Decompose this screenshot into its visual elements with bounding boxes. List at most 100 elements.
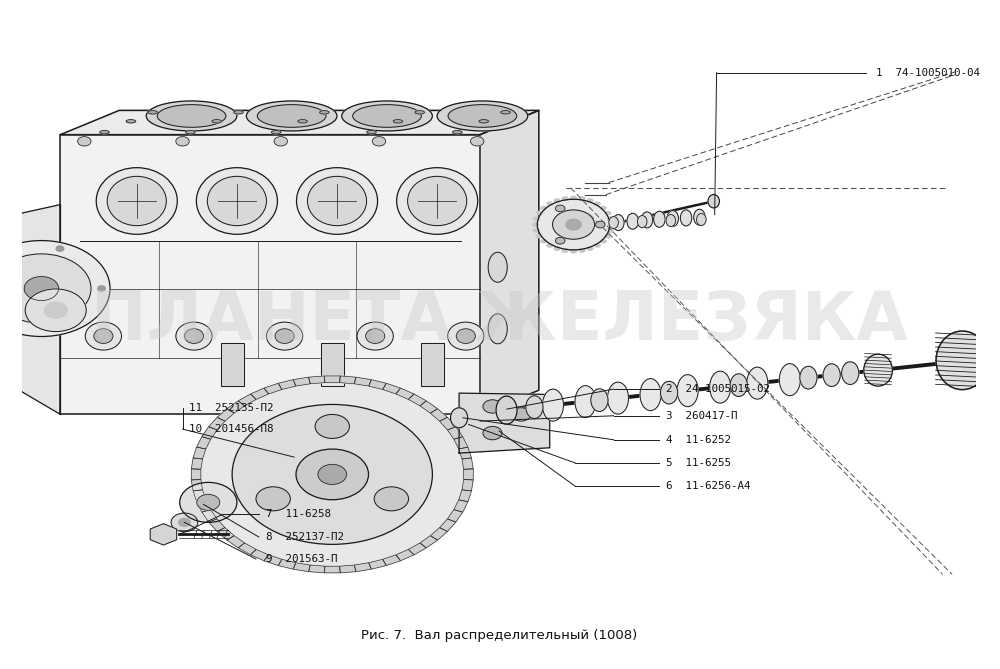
Polygon shape xyxy=(238,543,256,555)
Ellipse shape xyxy=(536,211,542,215)
Polygon shape xyxy=(396,549,414,561)
Circle shape xyxy=(0,241,110,337)
Polygon shape xyxy=(454,500,468,512)
Ellipse shape xyxy=(275,328,294,343)
Polygon shape xyxy=(448,510,463,522)
Ellipse shape xyxy=(823,364,840,387)
Polygon shape xyxy=(383,555,400,565)
Text: 5  11-6255: 5 11-6255 xyxy=(666,458,731,468)
Ellipse shape xyxy=(448,104,517,127)
Circle shape xyxy=(537,199,610,250)
Ellipse shape xyxy=(96,168,177,234)
Polygon shape xyxy=(209,417,225,430)
Circle shape xyxy=(555,205,565,212)
Ellipse shape xyxy=(488,314,507,344)
Circle shape xyxy=(553,210,595,240)
Ellipse shape xyxy=(936,331,989,389)
Ellipse shape xyxy=(640,379,661,411)
Ellipse shape xyxy=(357,322,393,350)
Ellipse shape xyxy=(408,177,467,225)
Polygon shape xyxy=(60,134,480,415)
Ellipse shape xyxy=(694,209,705,225)
Ellipse shape xyxy=(536,234,542,237)
Circle shape xyxy=(374,487,409,511)
Circle shape xyxy=(0,254,91,323)
Ellipse shape xyxy=(496,396,517,424)
Ellipse shape xyxy=(587,247,593,250)
Text: Рис. 7.  Вал распределительный (1008): Рис. 7. Вал распределительный (1008) xyxy=(361,630,637,642)
Ellipse shape xyxy=(605,211,611,215)
Bar xyxy=(421,343,444,387)
Ellipse shape xyxy=(747,367,768,399)
Text: 6  11-6256-А4: 6 11-6256-А4 xyxy=(666,482,751,492)
Ellipse shape xyxy=(708,195,719,208)
Polygon shape xyxy=(264,555,282,565)
Ellipse shape xyxy=(627,213,638,229)
Ellipse shape xyxy=(298,120,307,123)
Polygon shape xyxy=(227,536,244,548)
Circle shape xyxy=(483,400,502,413)
Polygon shape xyxy=(462,480,473,491)
Ellipse shape xyxy=(594,244,600,247)
Ellipse shape xyxy=(437,101,528,131)
Polygon shape xyxy=(293,563,310,571)
Ellipse shape xyxy=(641,212,653,228)
Polygon shape xyxy=(3,205,60,415)
Ellipse shape xyxy=(666,215,676,227)
Ellipse shape xyxy=(800,367,817,389)
Polygon shape xyxy=(191,480,202,491)
Ellipse shape xyxy=(594,202,600,205)
Ellipse shape xyxy=(186,130,195,134)
Polygon shape xyxy=(480,110,539,415)
Circle shape xyxy=(171,513,198,532)
Polygon shape xyxy=(264,383,282,394)
Ellipse shape xyxy=(575,385,596,417)
Ellipse shape xyxy=(842,362,859,385)
Ellipse shape xyxy=(393,120,403,123)
Ellipse shape xyxy=(677,375,698,407)
Circle shape xyxy=(98,286,105,291)
Polygon shape xyxy=(440,417,456,430)
Ellipse shape xyxy=(246,101,337,131)
Ellipse shape xyxy=(579,197,585,200)
Polygon shape xyxy=(430,528,447,540)
Polygon shape xyxy=(462,458,473,469)
Bar xyxy=(321,343,344,387)
Polygon shape xyxy=(209,519,225,531)
Ellipse shape xyxy=(257,104,326,127)
Polygon shape xyxy=(430,409,447,421)
Bar xyxy=(221,343,244,387)
Polygon shape xyxy=(191,469,201,480)
Text: 9  201563-П: 9 201563-П xyxy=(266,554,337,564)
Ellipse shape xyxy=(591,389,608,411)
Ellipse shape xyxy=(271,130,281,134)
Ellipse shape xyxy=(501,110,510,114)
Polygon shape xyxy=(193,490,206,502)
Polygon shape xyxy=(202,510,217,522)
Polygon shape xyxy=(278,380,296,389)
Text: 3  260417-П: 3 260417-П xyxy=(666,411,738,421)
Circle shape xyxy=(176,136,189,146)
Ellipse shape xyxy=(533,223,538,226)
Text: 10  201456-П8: 10 201456-П8 xyxy=(189,424,274,434)
Polygon shape xyxy=(197,500,211,512)
Polygon shape xyxy=(369,559,386,569)
Polygon shape xyxy=(197,437,211,449)
Ellipse shape xyxy=(453,130,462,134)
Polygon shape xyxy=(217,409,234,421)
Ellipse shape xyxy=(297,168,378,234)
Polygon shape xyxy=(309,565,325,573)
Ellipse shape xyxy=(85,322,122,350)
Ellipse shape xyxy=(637,215,647,227)
Polygon shape xyxy=(369,380,386,389)
Circle shape xyxy=(566,219,581,230)
Polygon shape xyxy=(309,376,325,384)
Text: 11  252135-П2: 11 252135-П2 xyxy=(189,403,274,413)
Ellipse shape xyxy=(415,110,424,114)
Polygon shape xyxy=(251,549,268,561)
Ellipse shape xyxy=(342,101,432,131)
Ellipse shape xyxy=(579,249,585,252)
Ellipse shape xyxy=(184,328,204,343)
Polygon shape xyxy=(440,519,456,531)
Ellipse shape xyxy=(608,382,628,414)
